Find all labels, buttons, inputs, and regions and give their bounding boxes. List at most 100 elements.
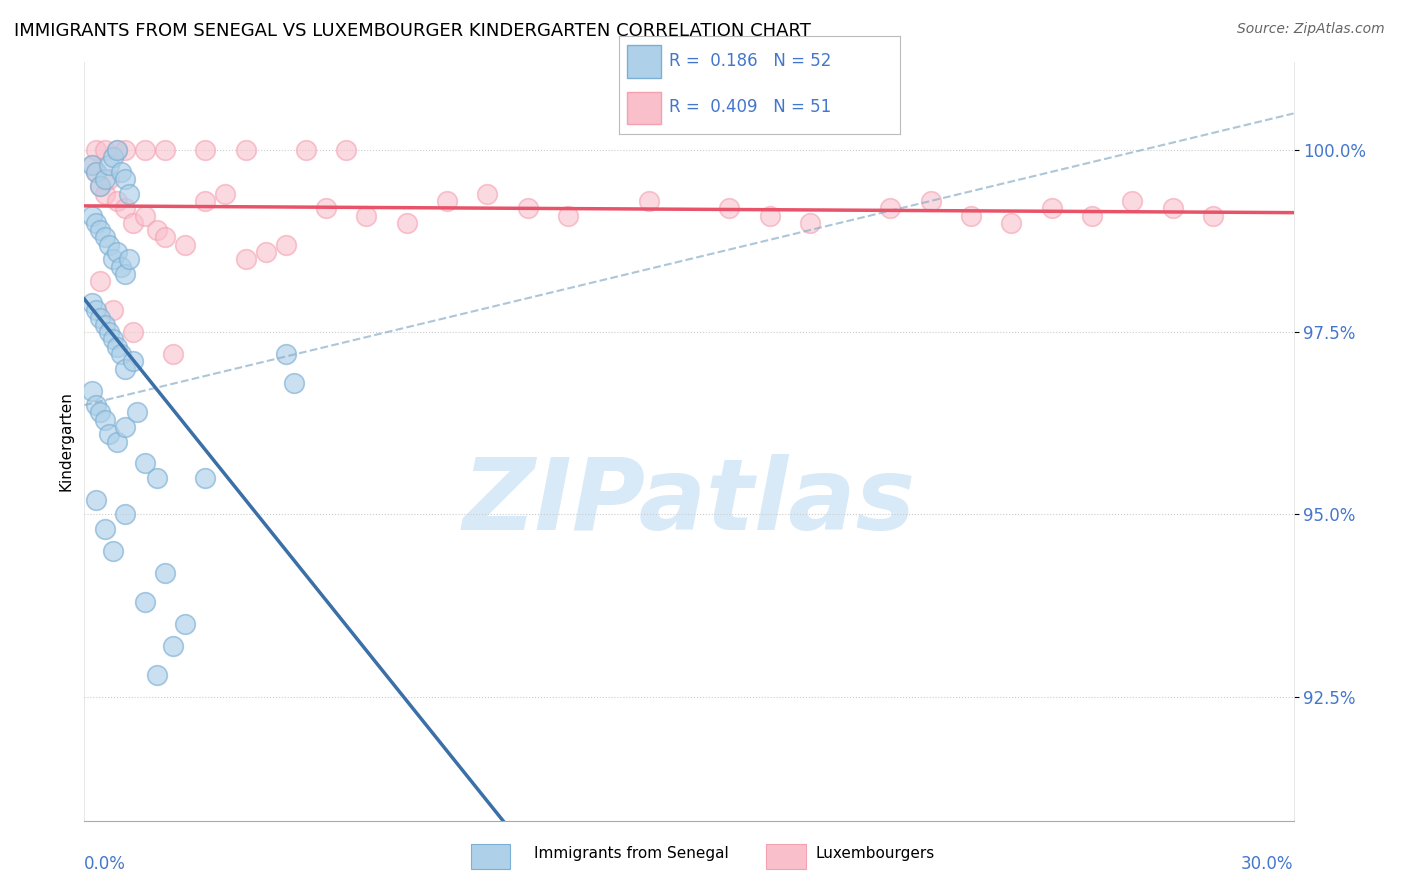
Point — [105, 434, 128, 449]
Point — [105, 143, 128, 157]
Point — [758, 209, 780, 223]
Point — [97, 325, 120, 339]
Point — [110, 260, 132, 274]
Point — [97, 237, 120, 252]
Point — [118, 252, 141, 267]
Point — [101, 333, 124, 347]
Point — [86, 165, 108, 179]
Point — [436, 194, 458, 208]
Point — [114, 361, 136, 376]
Point — [82, 157, 104, 171]
Text: Source: ZipAtlas.com: Source: ZipAtlas.com — [1237, 22, 1385, 37]
Point — [134, 209, 156, 223]
Point — [82, 296, 104, 310]
Point — [114, 508, 136, 522]
Point — [97, 157, 120, 171]
Point — [82, 209, 104, 223]
Point — [89, 310, 111, 325]
Point — [121, 354, 143, 368]
Point — [114, 172, 136, 186]
Point — [114, 201, 136, 215]
Point — [93, 230, 115, 244]
Point — [1040, 201, 1063, 215]
Point — [89, 405, 111, 419]
Point — [105, 245, 128, 260]
Point — [295, 143, 318, 157]
Point — [134, 457, 156, 471]
Point — [121, 325, 143, 339]
Point — [89, 274, 111, 288]
Point — [146, 668, 169, 682]
Point — [97, 427, 120, 442]
Point — [174, 616, 197, 631]
Point — [356, 209, 378, 223]
Point — [254, 245, 277, 260]
Point — [114, 420, 136, 434]
Point — [162, 639, 184, 653]
Point — [93, 522, 115, 536]
Point — [114, 267, 136, 281]
Point — [557, 209, 579, 223]
Point — [395, 216, 418, 230]
Bar — [627, 45, 661, 78]
Point — [105, 143, 128, 157]
Point — [1000, 216, 1022, 230]
Point — [86, 303, 108, 318]
Point — [93, 172, 115, 186]
Point — [101, 150, 124, 164]
Point — [274, 347, 297, 361]
Point — [101, 303, 124, 318]
Point — [194, 194, 217, 208]
Y-axis label: Kindergarten: Kindergarten — [58, 392, 73, 491]
Text: Immigrants from Senegal: Immigrants from Senegal — [534, 847, 730, 861]
Point — [134, 143, 156, 157]
Point — [86, 492, 108, 507]
Text: IMMIGRANTS FROM SENEGAL VS LUXEMBOURGER KINDERGARTEN CORRELATION CHART: IMMIGRANTS FROM SENEGAL VS LUXEMBOURGER … — [14, 22, 811, 40]
Point — [920, 194, 942, 208]
Text: 30.0%: 30.0% — [1241, 855, 1294, 872]
Point — [153, 143, 176, 157]
Point — [235, 252, 257, 267]
Point — [86, 398, 108, 412]
Point — [82, 157, 104, 171]
Point — [477, 186, 499, 201]
Point — [86, 165, 108, 179]
Point — [125, 405, 148, 419]
Point — [153, 566, 176, 580]
Point — [89, 223, 111, 237]
Point — [121, 216, 143, 230]
Point — [105, 340, 128, 354]
Point — [134, 595, 156, 609]
Point — [86, 143, 108, 157]
Text: 0.0%: 0.0% — [84, 855, 127, 872]
Point — [879, 201, 901, 215]
Point — [89, 179, 111, 194]
Point — [1081, 209, 1104, 223]
Point — [194, 143, 217, 157]
Point — [101, 544, 124, 558]
Point — [283, 376, 305, 391]
Point — [101, 252, 124, 267]
Point — [93, 412, 115, 426]
Text: R =  0.409   N = 51: R = 0.409 N = 51 — [669, 98, 831, 116]
Point — [214, 186, 236, 201]
Point — [174, 237, 197, 252]
Point — [799, 216, 821, 230]
Point — [274, 237, 297, 252]
Text: R =  0.186   N = 52: R = 0.186 N = 52 — [669, 53, 831, 70]
Point — [89, 179, 111, 194]
Point — [118, 186, 141, 201]
Point — [110, 165, 132, 179]
Point — [146, 471, 169, 485]
Point — [93, 186, 115, 201]
Point — [1202, 209, 1225, 223]
Text: ZIPatlas: ZIPatlas — [463, 454, 915, 550]
Point — [93, 143, 115, 157]
Point — [97, 172, 120, 186]
Point — [82, 384, 104, 398]
Point — [194, 471, 217, 485]
Point — [110, 347, 132, 361]
Point — [335, 143, 357, 157]
Point — [1121, 194, 1143, 208]
Bar — [627, 92, 661, 124]
